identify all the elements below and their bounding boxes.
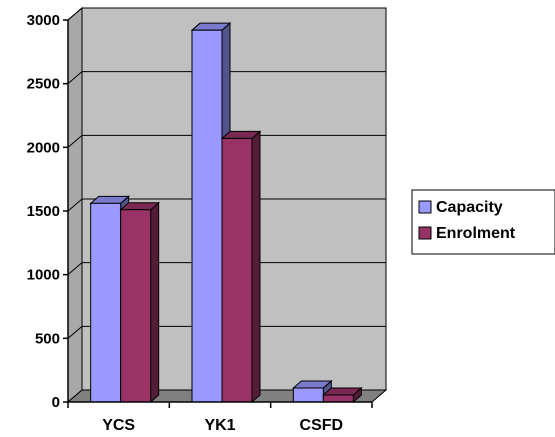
y-tick-label: 1000	[27, 267, 60, 284]
bar-enrolment-ycs-side	[150, 201, 160, 404]
gridline-side	[67, 262, 83, 276]
y-tick-label: 2500	[27, 76, 60, 93]
bar-enrolment-csfd	[322, 394, 354, 403]
gridline-side	[67, 134, 83, 148]
y-tick-label: 0	[52, 394, 60, 411]
legend-box	[411, 189, 555, 255]
y-tick-label: 3000	[27, 12, 60, 29]
legend-label-capacity: Capacity	[436, 199, 503, 216]
y-tick-label: 500	[35, 330, 60, 347]
bar-capacity-yk1	[191, 29, 223, 403]
x-tick-label: YK1	[204, 417, 235, 434]
x-tick-label: CSFD	[300, 417, 344, 434]
bar-enrolment-ycs	[120, 209, 152, 403]
bar-capacity-ycs	[90, 202, 122, 403]
y-tick-label: 2000	[27, 139, 60, 156]
bar-enrolment-yk1-side	[251, 130, 261, 404]
legend-swatch-capacity	[418, 200, 432, 214]
gridline-side	[67, 198, 83, 212]
x-tick-label: YCS	[102, 417, 135, 434]
gridline-side	[67, 7, 83, 21]
y-tick-label: 1500	[27, 203, 60, 220]
bar-enrolment-yk1	[221, 137, 253, 403]
legend-swatch-enrolment	[418, 226, 432, 240]
gridline-side	[67, 71, 83, 85]
legend-label-enrolment: Enrolment	[436, 225, 516, 242]
gridline-side	[67, 325, 83, 339]
bar-capacity-csfd	[292, 387, 324, 403]
